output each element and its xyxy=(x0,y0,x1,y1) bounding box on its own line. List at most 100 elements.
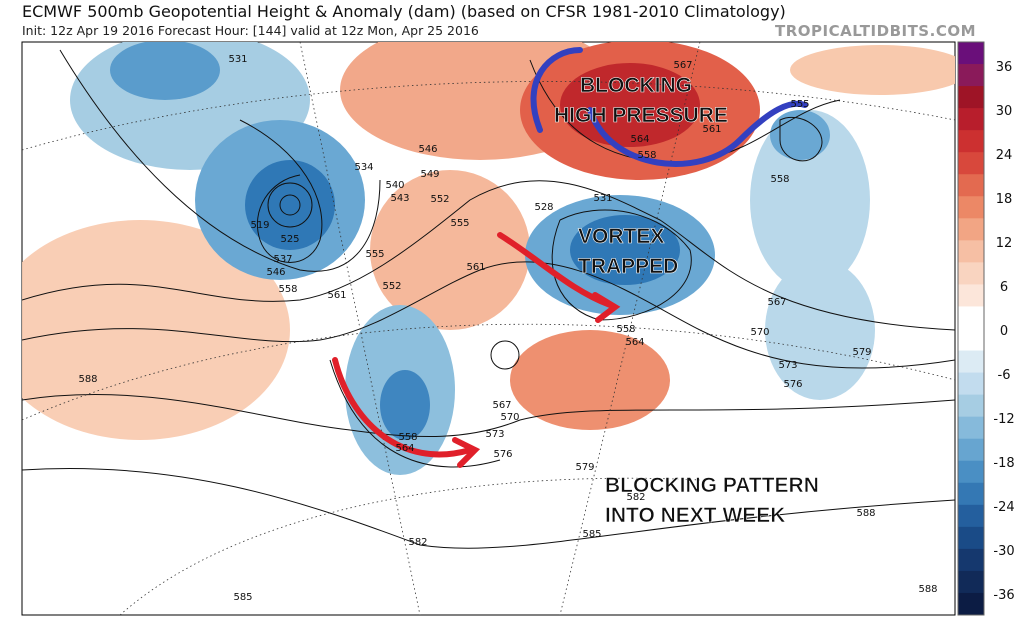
contour-label: 573 xyxy=(485,429,504,440)
watermark: TROPICALTIDBITS.COM xyxy=(775,22,976,40)
contour-label: 552 xyxy=(430,194,449,205)
colorbar-swatch xyxy=(958,592,984,616)
contour-label: 540 xyxy=(385,180,404,191)
annotation: HIGH PRESSURE xyxy=(554,104,728,127)
contour-label: 546 xyxy=(266,267,285,278)
colorbar-swatch xyxy=(958,526,984,550)
contour-label: 555 xyxy=(790,99,809,110)
contour-label: 576 xyxy=(493,449,512,460)
contour-label: 582 xyxy=(408,537,427,548)
contour-label: 525 xyxy=(280,234,299,245)
colorbar-swatch xyxy=(958,460,984,484)
contour-label: 573 xyxy=(778,360,797,371)
colorbar-swatch xyxy=(958,196,984,219)
contour-label: 564 xyxy=(395,443,414,454)
title: ECMWF 500mb Geopotential Height & Anomal… xyxy=(22,2,786,21)
colorbar-swatch xyxy=(958,130,984,153)
contour-label: 555 xyxy=(450,218,469,229)
contour-labels: 5315345405435465495525555195255375465585… xyxy=(78,54,937,603)
annotation: TRAPPED xyxy=(578,255,678,278)
contour-label: 558 xyxy=(278,284,297,295)
contour-label: 546 xyxy=(418,144,437,155)
contour-label: 579 xyxy=(852,347,871,358)
colorbar-swatch xyxy=(958,394,984,418)
contour-label: 570 xyxy=(500,412,519,423)
colorbar-swatch xyxy=(958,548,984,572)
colorbar-label: -36 xyxy=(993,588,1014,603)
contour-label: 588 xyxy=(918,584,937,595)
contour-label: 588 xyxy=(78,374,97,385)
contour-label: 576 xyxy=(783,379,802,390)
colorbar-swatch xyxy=(958,284,984,307)
contour-label: 558 xyxy=(637,150,656,161)
contour-label: 531 xyxy=(228,54,247,65)
arrows xyxy=(332,47,808,468)
contour-label: 561 xyxy=(327,290,346,301)
colorbar-swatch xyxy=(958,504,984,528)
colorbar-swatch xyxy=(958,372,984,396)
colorbar: 36 30 24 18 12 6 0 -6 -12 -18 -24 -30 -36 xyxy=(957,41,1015,616)
colorbar-label: -24 xyxy=(993,500,1014,515)
contour-label: 570 xyxy=(750,327,769,338)
contour-label: 588 xyxy=(856,508,875,519)
contour-label: 537 xyxy=(273,254,292,265)
colorbar-swatch xyxy=(958,240,984,263)
contour-label: 564 xyxy=(630,134,649,145)
annotations: BLOCKING HIGH PRESSURE VORTEX TRAPPED BLOCKI… xyxy=(554,74,819,528)
annotation: BLOCKING xyxy=(580,74,692,97)
colorbar-frame xyxy=(957,41,985,616)
colorbar-label: -6 xyxy=(998,368,1011,383)
contour-label: 567 xyxy=(767,297,786,308)
colorbar-swatch xyxy=(958,86,984,109)
colorbar-swatch xyxy=(958,262,984,285)
colorbar-swatch xyxy=(958,64,984,87)
colorbar-swatch xyxy=(958,350,984,374)
colorbar-label: 0 xyxy=(1000,324,1008,339)
colorbar-label: -30 xyxy=(993,544,1014,559)
colorbar-swatch xyxy=(958,218,984,241)
contour-label: 567 xyxy=(673,60,692,71)
colorbar-swatch xyxy=(958,174,984,197)
contour-label: 561 xyxy=(466,262,485,273)
colorbar-swatch xyxy=(958,438,984,462)
contour-label: 561 xyxy=(702,124,721,135)
contour-label: 564 xyxy=(625,337,644,348)
contour-label: 534 xyxy=(354,162,373,173)
contour-label: 558 xyxy=(616,324,635,335)
colorbar-label: 18 xyxy=(996,192,1013,207)
subtitle: Init: 12z Apr 19 2016 Forecast Hour: [14… xyxy=(22,23,479,38)
colorbar-swatch xyxy=(958,42,984,65)
colorbar-swatch xyxy=(958,108,984,131)
contour-label: 549 xyxy=(420,169,439,180)
annotation: BLOCKING PATTERN xyxy=(605,474,819,497)
annotation: INTO NEXT WEEK xyxy=(605,504,785,527)
contour-label: 567 xyxy=(492,400,511,411)
contour-label: 528 xyxy=(534,202,553,213)
contour-label: 555 xyxy=(365,249,384,260)
contour-label: 531 xyxy=(593,193,612,204)
colorbar-label: 36 xyxy=(996,60,1013,75)
grid-lines xyxy=(22,42,955,615)
colorbar-swatch xyxy=(958,570,984,594)
contour-label: 585 xyxy=(233,592,252,603)
contour-label: 552 xyxy=(382,281,401,292)
contour-label: 543 xyxy=(390,193,409,204)
colorbar-label: 24 xyxy=(996,148,1013,163)
contour-label: 579 xyxy=(575,462,594,473)
colorbar-label: 12 xyxy=(996,236,1013,251)
contour-label: 558 xyxy=(770,174,789,185)
contour-label: 582 xyxy=(626,492,645,503)
colorbar-swatch xyxy=(958,306,984,329)
anomaly-field xyxy=(22,42,955,475)
contour-label: 585 xyxy=(582,529,601,540)
colorbar-swatch xyxy=(958,416,984,440)
colorbar-label: -18 xyxy=(993,456,1014,471)
colorbar-swatch xyxy=(958,482,984,506)
colorbar-label: 30 xyxy=(996,104,1013,119)
colorbar-label: -12 xyxy=(993,412,1014,427)
contour-label: 519 xyxy=(250,220,269,231)
colorbar-swatch xyxy=(958,152,984,175)
contour-label: 558 xyxy=(398,432,417,443)
